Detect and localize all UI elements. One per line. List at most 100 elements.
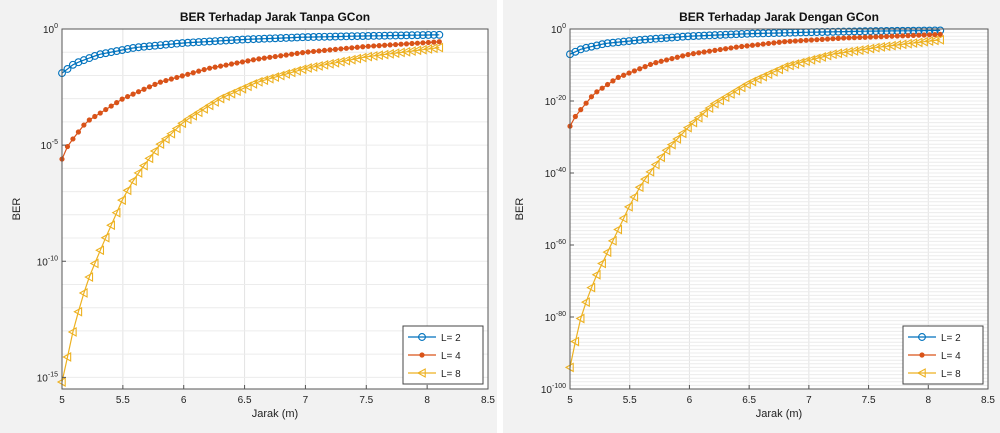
data-point: [97, 110, 103, 116]
series-2: [59, 39, 442, 162]
data-point: [705, 31, 714, 40]
data-point: [227, 36, 236, 45]
data-point: [278, 53, 284, 59]
data-point: [728, 45, 734, 51]
data-point: [625, 37, 633, 46]
legend-marker: [416, 368, 426, 378]
data-point: [167, 40, 176, 49]
data-point: [637, 66, 643, 72]
data-point: [92, 113, 98, 120]
y-tick-exponent: -15: [48, 371, 58, 378]
x-tick-label: 6: [687, 395, 693, 406]
chart-right-svg: 5 5.5 6 6.5 7 7.5 8 8.510010-2010-4010-6010-801…: [514, 10, 995, 420]
data-point: [759, 29, 768, 38]
data-point: [327, 47, 333, 53]
data-point: [657, 34, 666, 43]
data-point: [619, 37, 628, 46]
data-point: [755, 42, 761, 48]
data-point: [647, 61, 654, 68]
data-point: [289, 51, 295, 57]
legend: L= 2 L= 4 L= 8: [402, 325, 484, 385]
data-point: [127, 176, 137, 186]
data-point: [305, 49, 311, 55]
data-point: [608, 38, 617, 47]
data-point: [824, 36, 831, 42]
data-point: [689, 32, 698, 40]
data-point: [748, 29, 757, 38]
data-point: [733, 44, 739, 50]
data-point: [582, 43, 591, 52]
data-point: [642, 64, 648, 70]
data-point: [75, 129, 82, 135]
data-point: [95, 245, 105, 256]
y-tick-base: 10: [41, 141, 53, 152]
data-point: [775, 29, 784, 37]
data-point: [380, 31, 389, 40]
data-point: [819, 36, 825, 42]
data-point: [669, 55, 675, 62]
data-point: [651, 34, 660, 43]
data-point: [699, 107, 708, 118]
series-line: [61, 34, 440, 74]
x-tick-label: 7: [806, 395, 812, 406]
data-point: [764, 29, 773, 38]
data-point: [413, 31, 422, 40]
data-point: [222, 36, 230, 45]
data-point: [701, 49, 707, 55]
data-point: [674, 54, 680, 60]
data-point: [626, 70, 632, 76]
legend-marker: [919, 352, 925, 358]
legend-marker: [418, 333, 426, 341]
data-point: [873, 34, 879, 40]
data-point: [243, 35, 252, 44]
x-tick-label: 7.5: [862, 395, 876, 406]
data-point: [112, 47, 121, 56]
data-point: [118, 46, 127, 54]
data-point: [721, 30, 730, 39]
data-point: [364, 31, 373, 40]
data-point: [73, 306, 83, 317]
data-point: [194, 38, 203, 47]
data-point: [107, 48, 116, 57]
y-tick-base: 10: [541, 385, 553, 396]
y-tick-label: 10-10: [37, 255, 58, 268]
data-point: [70, 136, 76, 142]
data-point: [839, 27, 848, 36]
data-point: [855, 27, 864, 36]
data-point: [387, 42, 393, 48]
data-point: [776, 39, 782, 45]
data-point: [85, 54, 94, 62]
data-point: [135, 89, 142, 95]
data-point: [685, 51, 691, 58]
data-point: [763, 69, 773, 80]
data-point: [603, 39, 612, 48]
y-tick-label: 10-100: [541, 383, 566, 396]
data-point: [211, 37, 220, 46]
data-point: [709, 98, 719, 109]
data-point: [282, 33, 291, 42]
series-1: [566, 26, 945, 59]
data-point: [650, 159, 660, 170]
data-point: [63, 65, 72, 73]
data-point: [591, 269, 601, 280]
data-point: [424, 31, 433, 39]
data-point: [737, 30, 746, 38]
data-point: [792, 38, 798, 44]
data-point: [916, 32, 922, 38]
data-point: [293, 33, 302, 42]
legend-label: L= 2: [941, 333, 961, 344]
data-point: [741, 79, 751, 90]
data-point: [639, 174, 649, 185]
data-point: [694, 31, 703, 40]
data-point: [376, 43, 382, 49]
data-point: [391, 31, 400, 40]
y-tick-label: 10-20: [545, 95, 566, 108]
data-point: [712, 47, 718, 53]
data-point: [418, 31, 427, 40]
data-point: [331, 32, 340, 41]
data-point: [677, 128, 687, 139]
data-point: [141, 86, 147, 92]
data-point: [100, 232, 110, 243]
data-point: [185, 71, 191, 77]
data-point: [631, 68, 637, 74]
